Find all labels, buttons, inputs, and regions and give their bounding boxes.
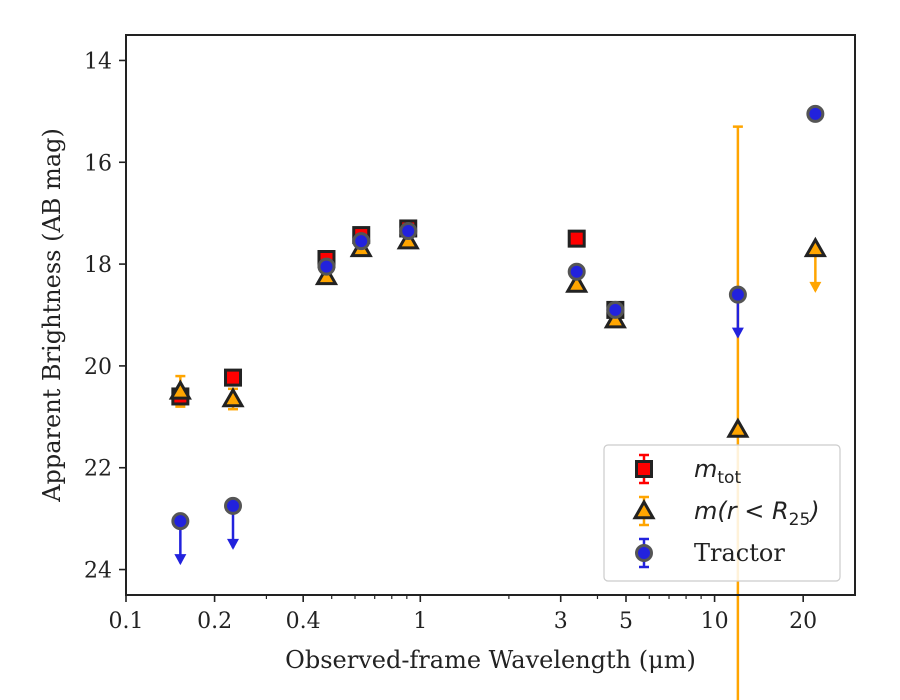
marker-circle-series-2 [171, 512, 190, 531]
legend-marker-circle [635, 544, 653, 562]
marker-circle-series-2 [606, 300, 625, 319]
x-tick-label: 1 [413, 609, 427, 634]
y-tick-label: 18 [84, 253, 112, 278]
marker-circle-series-2 [399, 222, 418, 240]
legend-item: Tractor [635, 537, 785, 569]
x-tick-label: 5 [619, 609, 633, 634]
legend-box [603, 444, 841, 582]
data-markers [168, 104, 827, 531]
marker-triangle-series-1 [168, 379, 192, 400]
y-tick-label: 16 [84, 151, 112, 176]
marker-circle-series-2 [224, 496, 243, 515]
y-tick-label: 20 [84, 355, 112, 380]
marker-triangle-series-1 [565, 272, 589, 293]
y-axis-label: Apparent Brightness (AB mag) [38, 128, 66, 503]
legend-label: Tractor [694, 539, 785, 567]
legend-label: mtot [694, 455, 741, 488]
marker-triangle-series-1 [314, 264, 339, 286]
marker-triangle-series-1 [603, 308, 627, 329]
legend-marker-triangle [632, 498, 656, 520]
legend-item: m(r < R25) [632, 495, 820, 530]
y-ticks: 14 16 18 20 22 24 [84, 49, 126, 584]
x-tick-label: 20 [789, 609, 817, 634]
x-tick-label: 3 [554, 609, 568, 634]
marker-triangle-series-1 [726, 417, 750, 438]
x-tick-label: 0.1 [109, 609, 144, 634]
legend-marker-square [635, 460, 653, 478]
legend: mtot m(r < R25) Tractor [603, 444, 841, 582]
y-tick-label: 14 [84, 49, 112, 74]
marker-circle-series-2 [728, 285, 747, 304]
x-tick-label: 10 [701, 609, 729, 634]
legend-item: mtot [635, 453, 741, 488]
x-tick-label: 0.4 [286, 609, 321, 634]
marker-square-series-0 [224, 368, 243, 387]
marker-circle-series-2 [806, 104, 825, 123]
x-ticks: 0.1 0.2 0.4 1 3 5 10 20 [109, 595, 817, 634]
marker-circle-series-2 [352, 232, 371, 251]
marker-circle-series-2 [317, 257, 336, 276]
marker-circle-series-2 [567, 262, 586, 281]
plot-frame [125, 34, 856, 596]
x-tick-label: 0.2 [197, 609, 232, 634]
y-tick-label: 24 [84, 559, 112, 584]
y-tick-label: 22 [84, 457, 112, 482]
marker-triangle-series-1 [221, 386, 245, 408]
legend-label: m(r < R25) [694, 497, 820, 530]
marker-square-series-0 [567, 229, 586, 248]
error-bar [732, 125, 743, 700]
marker-triangle-series-1 [803, 236, 827, 258]
marker-triangle-series-1 [396, 229, 420, 250]
x-axis-label: Observed-frame Wavelength (μm) [285, 646, 696, 674]
